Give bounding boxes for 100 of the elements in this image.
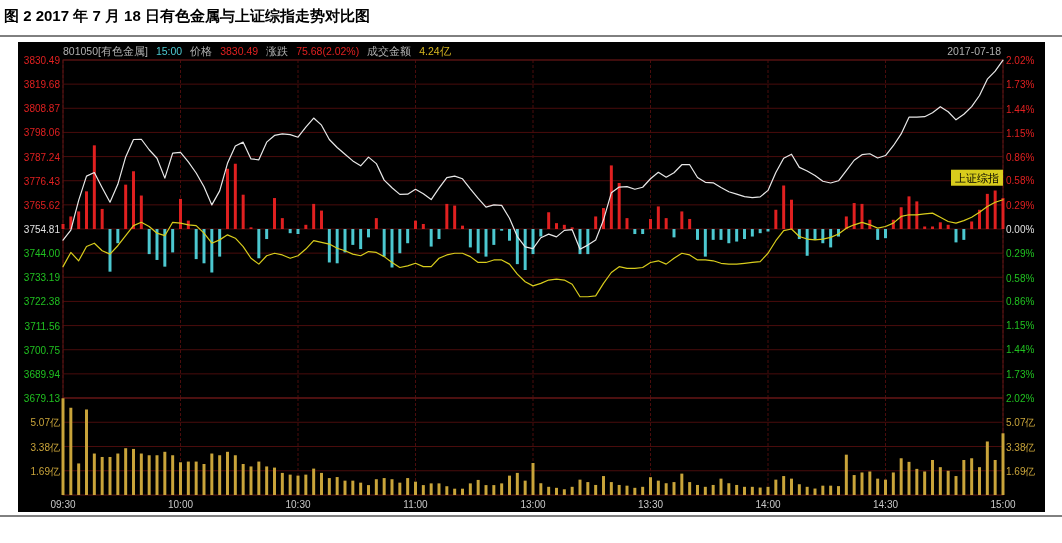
y-tick-label: 3733.19 bbox=[23, 272, 61, 284]
y-tick-label: 3765.62 bbox=[23, 199, 61, 211]
bar bbox=[320, 472, 323, 495]
bar bbox=[970, 221, 974, 229]
bar bbox=[453, 205, 457, 229]
bar bbox=[570, 486, 574, 495]
bar bbox=[492, 485, 496, 495]
bar bbox=[790, 199, 793, 229]
bar bbox=[946, 470, 950, 495]
bar bbox=[132, 171, 135, 229]
bar bbox=[782, 185, 786, 229]
bar bbox=[280, 218, 284, 229]
bar bbox=[609, 482, 613, 495]
bar bbox=[77, 463, 81, 495]
bar bbox=[414, 220, 417, 229]
bar bbox=[194, 461, 198, 495]
bar bbox=[923, 226, 927, 229]
bar bbox=[139, 453, 143, 495]
bar bbox=[985, 441, 989, 495]
y2-tick-label: 0.29% bbox=[1006, 199, 1035, 211]
bar bbox=[351, 229, 355, 245]
x-tick-label: 13:00 bbox=[520, 499, 546, 510]
bar bbox=[100, 456, 104, 495]
y2-tick-label: 1.73% bbox=[1006, 368, 1035, 380]
chart-title: 图 2 2017 年 7 月 18 日有色金属与上证综指走势对比图 bbox=[4, 7, 370, 24]
x-tick-label: 13:30 bbox=[637, 499, 664, 510]
bar bbox=[476, 479, 480, 495]
bar bbox=[931, 459, 934, 495]
bar bbox=[539, 229, 543, 237]
bar bbox=[774, 479, 778, 495]
y2-tick-label: 1.73% bbox=[1006, 79, 1035, 91]
bar bbox=[852, 475, 856, 495]
bar bbox=[241, 464, 245, 495]
bar bbox=[805, 229, 809, 256]
bar bbox=[586, 482, 590, 495]
x-tick-label: 09:30 bbox=[50, 499, 76, 510]
bar bbox=[962, 229, 966, 240]
bar bbox=[367, 485, 370, 495]
bar bbox=[265, 466, 269, 495]
bar bbox=[633, 229, 637, 235]
x-tick-label: 15:00 bbox=[990, 499, 1016, 510]
bar bbox=[743, 486, 746, 495]
text: 2017-07-18 bbox=[947, 45, 1002, 57]
bar bbox=[555, 223, 558, 229]
x-tick-label: 11:00 bbox=[403, 499, 429, 510]
bar bbox=[273, 467, 276, 495]
bar bbox=[406, 229, 410, 244]
bar bbox=[703, 229, 707, 257]
bar bbox=[312, 468, 316, 495]
bar bbox=[711, 229, 715, 240]
bar bbox=[139, 195, 143, 229]
bar bbox=[508, 229, 511, 241]
bar bbox=[656, 480, 660, 495]
bar bbox=[445, 203, 449, 229]
bar bbox=[523, 480, 527, 495]
bar bbox=[711, 484, 715, 495]
x-tick-label: 10:00 bbox=[167, 499, 194, 510]
bar bbox=[406, 478, 410, 495]
bar bbox=[194, 229, 198, 260]
y2-tick-label: 1.15% bbox=[1006, 127, 1035, 139]
x-tick-label: 14:00 bbox=[755, 499, 781, 510]
y2-tick-label: 1.44% bbox=[1006, 344, 1035, 356]
bar bbox=[750, 486, 754, 495]
bar bbox=[829, 485, 833, 495]
bar bbox=[171, 455, 175, 495]
text: 801050[有色金属] bbox=[63, 45, 148, 57]
bar bbox=[727, 483, 731, 495]
y-tick-label: 3798.06 bbox=[23, 127, 61, 139]
bar bbox=[664, 483, 668, 495]
text: 涨跌 bbox=[266, 45, 289, 57]
bar bbox=[609, 165, 613, 229]
bar bbox=[374, 218, 378, 229]
bar bbox=[938, 467, 942, 495]
bar bbox=[931, 226, 934, 229]
bar bbox=[461, 225, 464, 229]
bar bbox=[351, 480, 355, 495]
bar bbox=[429, 483, 433, 495]
bar bbox=[891, 472, 895, 495]
bar bbox=[946, 224, 950, 229]
bar bbox=[288, 474, 292, 495]
bar bbox=[226, 451, 229, 495]
bar bbox=[688, 218, 692, 229]
bar bbox=[374, 479, 378, 495]
bar bbox=[829, 229, 833, 248]
bar bbox=[100, 208, 104, 229]
bar bbox=[797, 484, 801, 495]
bar bbox=[492, 229, 496, 245]
y-tick-label: 3700.75 bbox=[23, 344, 61, 356]
bar bbox=[163, 229, 167, 267]
bar bbox=[743, 229, 746, 240]
bar bbox=[735, 229, 739, 242]
bar bbox=[186, 461, 190, 495]
bar bbox=[938, 222, 942, 229]
y-tick-label: 3808.87 bbox=[23, 103, 61, 115]
bar bbox=[179, 198, 182, 229]
bar bbox=[147, 455, 151, 495]
bar bbox=[696, 484, 699, 495]
bar bbox=[367, 229, 370, 238]
bar bbox=[382, 478, 386, 495]
bar bbox=[923, 471, 927, 495]
